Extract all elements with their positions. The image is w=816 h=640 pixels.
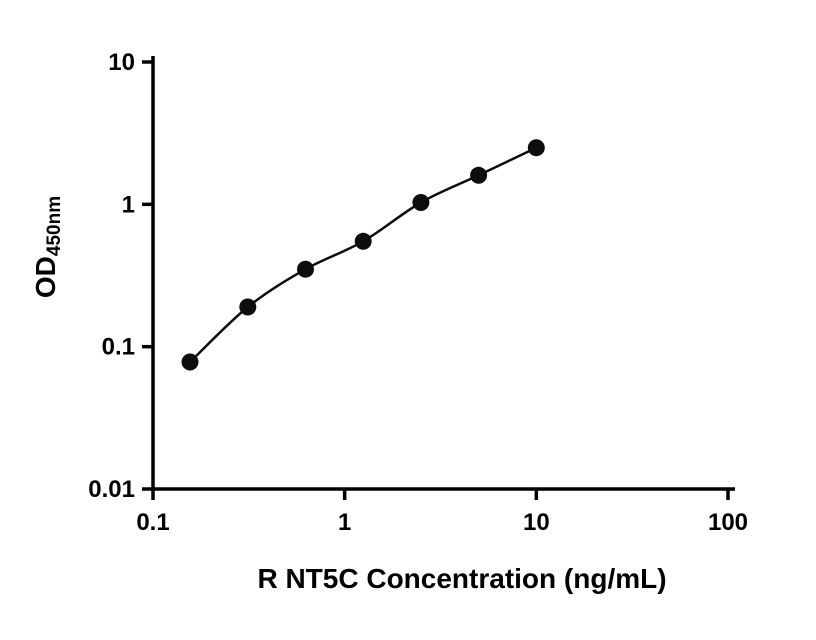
- data-point: [181, 353, 199, 371]
- data-point: [412, 194, 430, 211]
- y-tick-label: 0.01: [88, 476, 135, 503]
- y-tick-label: 1: [122, 191, 135, 218]
- x-tick-label: 100: [708, 509, 748, 536]
- y-axis-title-main: OD: [30, 256, 61, 298]
- axes: [151, 56, 735, 491]
- data-point: [297, 260, 314, 278]
- x-tick-label: 10: [523, 509, 550, 536]
- y-axis-title: OD450nm: [30, 196, 65, 298]
- data-point: [354, 232, 372, 250]
- x-tick-label: 1: [338, 509, 351, 536]
- x-axis-title: R NT5C Concentration (ng/mL): [257, 563, 666, 594]
- y-tick-label: 10: [108, 49, 135, 76]
- y-axis-title-subscript: 450nm: [44, 196, 65, 256]
- tick-marks: [142, 60, 730, 500]
- x-tick-label: 0.1: [136, 509, 169, 536]
- data-point: [239, 298, 257, 316]
- y-tick-label: 0.1: [102, 334, 135, 361]
- data-point: [527, 139, 545, 157]
- data-points: [181, 139, 545, 371]
- data-point: [470, 166, 488, 184]
